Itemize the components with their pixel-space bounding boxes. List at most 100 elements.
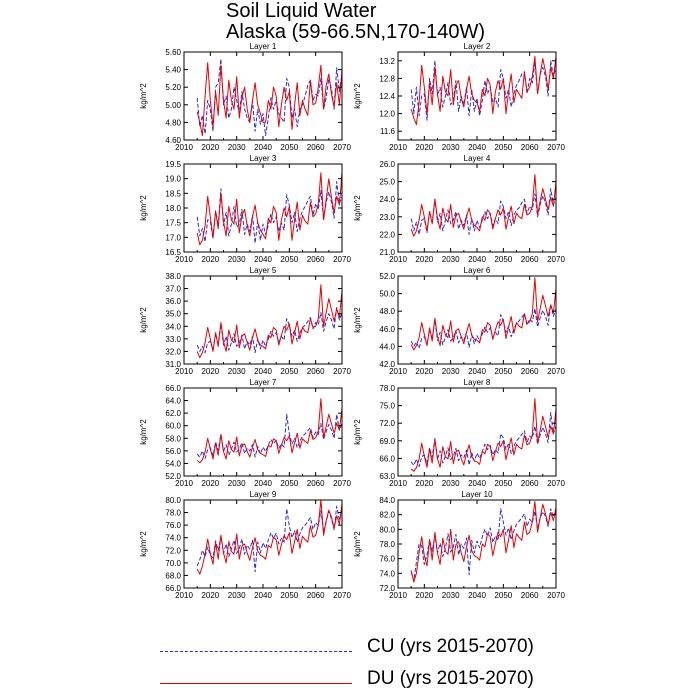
x-tick-label: 2050: [280, 479, 298, 488]
x-tick-label: 2010: [389, 479, 407, 488]
y-tick-label: 42.0: [379, 360, 395, 369]
chart-panel-7: Layer 7 kg/m^2 2010 2020 2030 2040 2050 2060 207…: [139, 378, 351, 488]
y-axis-label: kg/m^2: [353, 419, 362, 445]
y-tick-label: 76.0: [165, 521, 181, 530]
x-tick-label: 2020: [201, 143, 219, 152]
x-tick-label: 2050: [280, 255, 298, 264]
x-tick-label: 2030: [228, 591, 246, 600]
series-line-du: [196, 499, 343, 575]
y-tick-label: 64.0: [165, 397, 181, 406]
x-tick-label: 2020: [415, 255, 433, 264]
x-tick-label: 2060: [521, 479, 539, 488]
y-tick-label: 12.0: [379, 110, 395, 119]
y-tick-label: 23.0: [379, 213, 395, 222]
y-tick-label: 5.60: [165, 48, 181, 57]
title-line-1: Soil Liquid Water: [226, 0, 377, 22]
y-tick-label: 44.0: [379, 342, 395, 351]
y-tick-label: 32.0: [165, 347, 181, 356]
panel-title: Layer 9: [250, 490, 277, 499]
series-line-cu: [196, 181, 343, 244]
y-tick-label: 31.0: [165, 360, 181, 369]
y-tick-label: 69.0: [379, 437, 395, 446]
legend-item-cu: CU (yrs 2015-2070): [160, 634, 580, 664]
x-tick-label: 2040: [254, 255, 272, 264]
x-tick-label: 2060: [521, 367, 539, 376]
y-tick-label: 33.0: [165, 335, 181, 344]
y-tick-label: 12.4: [379, 92, 395, 101]
y-tick-label: 75.0: [379, 402, 395, 411]
chart-panel-10: Layer 10 kg/m^2 2010 2020 2030 2040 2050 2060 20…: [353, 490, 565, 600]
x-tick-label: 2050: [494, 591, 512, 600]
x-tick-label: 2030: [442, 591, 460, 600]
y-tick-label: 22.0: [379, 230, 395, 239]
chart-panel-1: Layer 1 kg/m^2 2010 2020 2030 2040 2050 2060 207…: [139, 42, 351, 152]
y-tick-label: 48.0: [379, 307, 395, 316]
series-line-du: [410, 55, 557, 126]
x-tick-label: 2010: [389, 591, 407, 600]
x-tick-label: 2030: [442, 479, 460, 488]
y-tick-label: 37.0: [165, 285, 181, 294]
plot-frame: [397, 163, 557, 253]
series-line-du: [410, 501, 557, 583]
series-line-cu: [410, 303, 557, 349]
x-tick-label: 2060: [307, 367, 325, 376]
x-tick-label: 2070: [547, 255, 565, 264]
chart-panel-2: Layer 2 kg/m^2 2010 2020 2030 2040 2050 2060 207…: [353, 42, 565, 152]
y-tick-label: 16.5: [165, 248, 181, 257]
y-tick-label: 11.6: [380, 127, 396, 136]
x-tick-label: 2070: [333, 255, 351, 264]
x-tick-label: 2020: [415, 591, 433, 600]
series-line-du: [196, 62, 343, 137]
panel-title: Layer 6: [464, 266, 491, 275]
x-tick-label: 2040: [254, 143, 272, 152]
y-tick-label: 25.0: [379, 178, 395, 187]
y-tick-label: 72.0: [379, 584, 395, 593]
series-line-cu: [410, 188, 557, 235]
x-tick-label: 2030: [228, 143, 246, 152]
x-tick-label: 2060: [307, 143, 325, 152]
x-tick-label: 2040: [254, 479, 272, 488]
x-tick-label: 2070: [547, 367, 565, 376]
y-axis-label: kg/m^2: [353, 307, 362, 333]
x-tick-label: 2070: [333, 143, 351, 152]
x-tick-label: 2050: [494, 143, 512, 152]
y-tick-label: 5.40: [165, 66, 181, 75]
series-line-du: [196, 172, 343, 246]
y-tick-label: 66.0: [165, 384, 181, 393]
chart-panel-6: Layer 6 kg/m^2 2010 2020 2030 2040 2050 2060 207…: [353, 266, 565, 376]
x-tick-label: 2040: [468, 591, 486, 600]
y-tick-label: 74.0: [379, 569, 395, 578]
x-tick-label: 2050: [280, 367, 298, 376]
y-tick-label: 66.0: [165, 584, 181, 593]
plot-frame: [397, 499, 557, 589]
panel-title: Layer 5: [250, 266, 277, 275]
x-tick-label: 2020: [415, 367, 433, 376]
x-tick-label: 2040: [468, 255, 486, 264]
y-tick-label: 82.0: [379, 511, 395, 520]
y-tick-label: 56.0: [165, 447, 181, 456]
x-tick-label: 2020: [201, 255, 219, 264]
series-line-cu: [410, 508, 557, 582]
y-axis-label: kg/m^2: [139, 307, 148, 333]
panel-title: Layer 8: [464, 378, 491, 387]
y-tick-label: 21.0: [379, 248, 395, 257]
x-tick-label: 2070: [547, 591, 565, 600]
chart-panel-4: Layer 4 kg/m^2 2010 2020 2030 2040 2050 2060 207…: [353, 154, 565, 264]
x-tick-label: 2020: [201, 479, 219, 488]
y-tick-label: 72.0: [379, 419, 395, 428]
y-tick-label: 13.2: [379, 57, 395, 66]
y-tick-label: 19.0: [165, 175, 181, 184]
title-line-2: Alaska (59-66.5N,170-140W): [226, 21, 486, 43]
x-tick-label: 2010: [175, 143, 193, 152]
x-tick-label: 2030: [442, 143, 460, 152]
x-tick-label: 2010: [175, 591, 193, 600]
y-axis-label: kg/m^2: [353, 83, 362, 109]
y-tick-label: 52.0: [165, 472, 181, 481]
x-tick-label: 2070: [547, 143, 565, 152]
plot-frame: [183, 499, 343, 589]
x-tick-label: 2070: [333, 479, 351, 488]
y-tick-label: 17.5: [165, 219, 181, 228]
panel-title: Layer 4: [464, 154, 491, 163]
x-tick-label: 2020: [415, 143, 433, 152]
x-tick-label: 2040: [254, 591, 272, 600]
